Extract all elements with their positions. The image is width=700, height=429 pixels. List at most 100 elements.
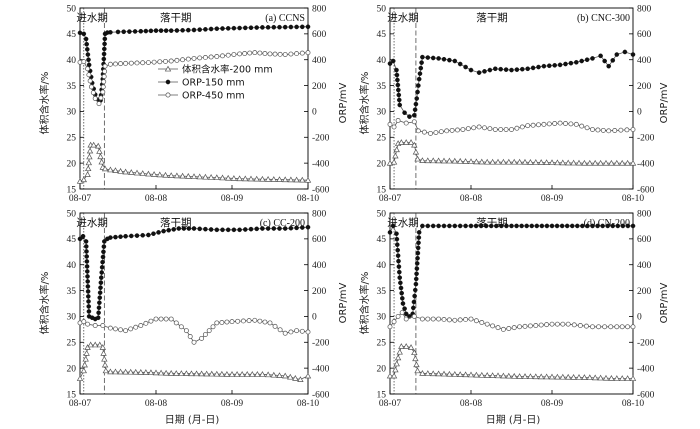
marker-p2-s0-28 — [178, 370, 185, 376]
marker-p3-s1-61 — [554, 223, 560, 229]
marker-p3-s2-32 — [560, 321, 566, 327]
marker-p0-s0-48 — [293, 176, 300, 183]
marker-p1-s2-38 — [595, 127, 601, 133]
marker-p2-s0-6 — [87, 341, 94, 348]
marker-p1-s2-10 — [444, 128, 450, 134]
marker-p2-s1-14 — [86, 299, 91, 304]
marker-p1-s1-38 — [509, 67, 514, 73]
marker-p3-s1-50 — [499, 223, 504, 229]
marker-p1-s0-24 — [489, 158, 496, 165]
marker-p1-s0-28 — [511, 158, 518, 165]
marker-p3-s0-33 — [527, 373, 534, 380]
right-tick-label: 800 — [312, 209, 327, 219]
marker-p3-s1-3 — [394, 236, 400, 242]
marker-p3-s1-20 — [411, 305, 416, 311]
series-line-p2-s1 — [79, 226, 309, 320]
marker-p3-s2-2 — [395, 313, 401, 319]
marker-p1-s1-26 — [441, 56, 447, 62]
marker-p2-s2-40 — [282, 330, 288, 336]
right-tick-label: -600 — [637, 390, 655, 400]
marker-p2-s1-59 — [225, 227, 231, 233]
marker-p2-s2-44 — [305, 329, 311, 335]
marker-p2-s1-29 — [99, 270, 105, 275]
marker-p2-s1-23 — [97, 300, 102, 305]
marker-p0-s0-9 — [95, 142, 102, 149]
marker-p2-s1-6 — [84, 259, 90, 264]
left-axis-title-top-right: 体积含水率/% — [358, 72, 371, 135]
marker-p2-s2-27 — [214, 320, 220, 326]
marker-p2-s1-67 — [271, 226, 277, 231]
plot-frame — [389, 212, 634, 395]
marker-p1-s2-22 — [509, 127, 514, 132]
marker-p3-s1-57 — [534, 223, 540, 229]
marker-p2-s0-23 — [152, 369, 160, 376]
marker-p2-s0-43 — [254, 371, 261, 377]
marker-p0-s2-46 — [272, 51, 278, 57]
marker-p2-s1-48 — [166, 227, 171, 233]
marker-p1-s0-38 — [565, 159, 572, 166]
marker-p0-s1-64 — [305, 24, 311, 30]
marker-p2-s1-45 — [151, 231, 156, 236]
marker-p3-s2-23 — [511, 325, 517, 331]
marker-p2-s1-3 — [83, 244, 89, 249]
marker-p1-s2-36 — [584, 125, 590, 131]
marker-p3-s2-10 — [441, 316, 447, 322]
right-tick-label: -600 — [312, 185, 330, 195]
marker-p1-s2-0 — [387, 121, 393, 127]
marker-p1-s1-41 — [525, 66, 531, 72]
x-tick-label: 08-07 — [69, 194, 91, 204]
marker-p0-s1-41 — [174, 28, 180, 33]
marker-p2-s1-49 — [171, 227, 177, 232]
marker-p1-s1-46 — [552, 63, 558, 68]
marker-p3-s1-28 — [414, 261, 420, 266]
marker-p2-s1-9 — [85, 274, 90, 279]
marker-p1-s1-34 — [487, 67, 493, 73]
marker-p1-s1-0 — [387, 61, 393, 66]
marker-p2-s1-72 — [299, 225, 305, 230]
marker-p0-s0-22 — [145, 170, 152, 177]
marker-p0-s2-40 — [242, 51, 248, 56]
marker-p3-s2-7 — [425, 316, 431, 322]
legend-item: ORP-150 mm — [158, 78, 245, 89]
marker-p3-s0-37 — [548, 373, 556, 380]
right-tick-label: 0 — [637, 108, 642, 118]
marker-p1-s1-7 — [396, 92, 402, 98]
marker-p2-s2-14 — [153, 316, 159, 322]
marker-p3-s2-1 — [391, 319, 397, 325]
marker-p1-s1-16 — [415, 89, 420, 95]
marker-p2-s2-17 — [168, 316, 174, 322]
marker-p0-s0-3 — [85, 165, 92, 172]
marker-p2-s1-73 — [305, 224, 311, 230]
marker-p1-s1-2 — [394, 67, 399, 73]
right-tick-label: 400 — [637, 56, 652, 66]
marker-p0-s0-50 — [304, 176, 312, 183]
marker-p2-s0-0 — [76, 375, 84, 381]
marker-p1-s2-32 — [563, 121, 568, 126]
left-tick-label: 20 — [67, 364, 77, 374]
marker-p2-s1-47 — [161, 228, 166, 234]
marker-p2-s0-41 — [244, 371, 251, 377]
marker-p3-s2-13 — [457, 317, 463, 323]
marker-p1-s2-29 — [546, 121, 552, 127]
panel-1: 15 20 25 30 35 40 45 50 -600 -400 -200 0 200 400 600 80… — [377, 4, 655, 204]
marker-p3-s1-22 — [412, 293, 417, 299]
marker-p0-s1-33 — [132, 29, 138, 34]
marker-p3-s2-11 — [446, 317, 452, 323]
marker-p2-s0-48 — [282, 372, 289, 379]
panel-2: 15 20 25 30 35 40 45 50 -600 -400 -200 0 200 400 600 80… — [67, 209, 330, 409]
right-tick-label: 0 — [312, 108, 317, 118]
marker-p3-s1-67 — [585, 223, 590, 229]
marker-p0-s0-15 — [107, 166, 114, 173]
marker-p1-s2-18 — [487, 126, 493, 132]
marker-p3-s1-66 — [580, 223, 585, 229]
right-tick-label: -400 — [637, 364, 655, 374]
marker-p1-s0-15 — [440, 157, 448, 164]
marker-p0-s2-5 — [88, 84, 94, 90]
marker-p1-s1-47 — [557, 62, 563, 68]
marker-p3-s2-30 — [549, 321, 555, 327]
marker-p2-s2-26 — [210, 324, 216, 330]
marker-p2-s2-18 — [173, 320, 179, 326]
marker-p0-s1-2 — [83, 36, 89, 42]
marker-p3-s0-22 — [467, 371, 475, 378]
left-axis-title-top: 体积含水率/% — [38, 72, 51, 135]
